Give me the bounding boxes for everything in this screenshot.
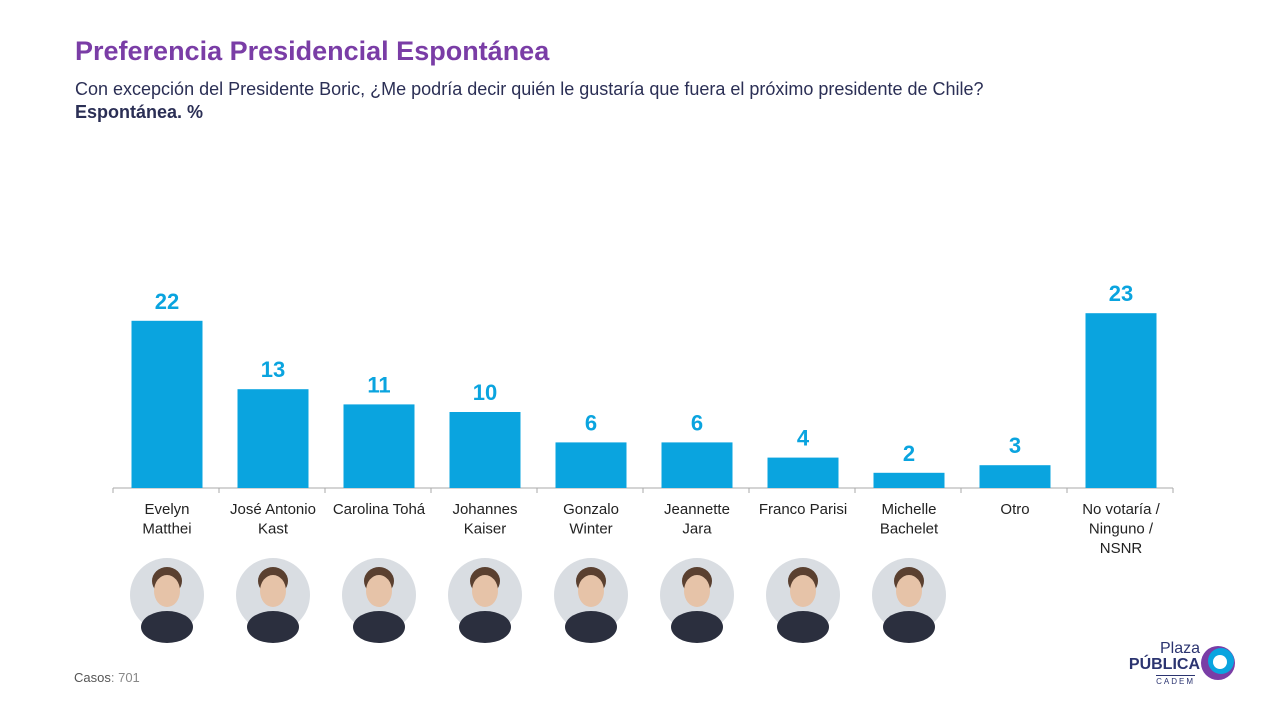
x-tick-label-line: Bachelet <box>880 521 939 538</box>
x-tick-label: Franco Parisi <box>759 501 847 518</box>
x-tick-label-line: Jara <box>682 521 712 538</box>
x-tick-label-line: Carolina Tohá <box>333 501 426 518</box>
logo-mark-icon <box>1201 646 1235 680</box>
x-tick-label-line: Matthei <box>142 521 191 538</box>
chart-question: Con excepción del Presidente Boric, ¿Me … <box>75 79 984 99</box>
cases-value: : 701 <box>110 670 140 685</box>
candidate-photo <box>766 558 840 643</box>
logo-publica-text: PÚBLICA <box>1128 656 1200 673</box>
data-label: 11 <box>367 372 390 397</box>
bar <box>237 389 309 488</box>
x-tick-label: Otro <box>1000 501 1029 518</box>
logo-plaza-text: Plaza <box>1159 640 1200 657</box>
candidate-photo <box>236 558 310 643</box>
data-label: 6 <box>585 410 597 435</box>
candidate-photo <box>660 558 734 643</box>
x-tick-label-line: No votaría / <box>1082 501 1160 518</box>
data-label: 13 <box>261 357 285 382</box>
data-label: 6 <box>691 410 703 435</box>
x-tick-label-line: Winter <box>569 521 612 538</box>
x-tick-label: No votaría / Ninguno / NSNR <box>1082 501 1160 557</box>
chart-title: Preferencia Presidencial Espontánea <box>75 36 550 66</box>
bar <box>449 412 521 488</box>
x-tick-label: Michelle Bachelet <box>880 501 939 538</box>
data-label: 2 <box>903 441 915 466</box>
x-tick-label-line: Kast <box>258 521 289 538</box>
x-tick-label-line: Franco Parisi <box>759 501 847 518</box>
x-tick-label-line: Ninguno / <box>1089 521 1154 538</box>
x-tick-label-line: Jeannette <box>664 501 730 518</box>
bar <box>979 465 1051 488</box>
x-tick-label: Gonzalo Winter <box>563 501 619 538</box>
bar <box>1085 313 1157 488</box>
x-tick-label-line: Kaiser <box>464 521 507 538</box>
data-label: 4 <box>797 426 810 451</box>
bar <box>767 457 839 488</box>
bar <box>343 404 415 488</box>
x-tick-label: Johannes Kaiser <box>452 501 517 538</box>
cases-footer: Casos: 701 <box>74 670 140 685</box>
x-tick-label: José Antonio Kast <box>230 501 316 538</box>
candidate-photo <box>130 558 204 643</box>
bar <box>661 442 733 488</box>
bar <box>873 472 945 488</box>
bar <box>555 442 627 488</box>
data-label: 22 <box>155 289 179 314</box>
x-tick-label: Jeannette Jara <box>664 501 730 538</box>
x-tick-label: Carolina Tohá <box>333 501 426 518</box>
candidate-photo <box>554 558 628 643</box>
cases-label: Casos <box>74 670 111 685</box>
candidate-photo <box>342 558 416 643</box>
x-tick-label-line: Gonzalo <box>563 501 619 518</box>
plaza-publica-logo: Plaza PÚBLICA CADEM <box>1110 640 1245 688</box>
candidate-photo <box>448 558 522 643</box>
x-tick-label-line: Johannes <box>452 501 517 518</box>
x-tick-label-line: Otro <box>1000 501 1029 518</box>
chart-unit: Espontánea. % <box>75 102 204 122</box>
data-label: 3 <box>1009 433 1021 458</box>
x-tick-label-line: José Antonio <box>230 501 316 518</box>
data-label: 23 <box>1109 281 1133 306</box>
data-label: 10 <box>473 380 497 405</box>
x-tick-label-line: Michelle <box>881 501 936 518</box>
bar <box>131 320 203 488</box>
logo-cadem-text: CADEM <box>1156 675 1195 686</box>
candidate-photo <box>872 558 946 643</box>
x-tick-label-line: NSNR <box>1100 540 1143 557</box>
x-tick-label: Evelyn Matthei <box>142 501 191 538</box>
x-tick-label-line: Evelyn <box>144 501 189 518</box>
